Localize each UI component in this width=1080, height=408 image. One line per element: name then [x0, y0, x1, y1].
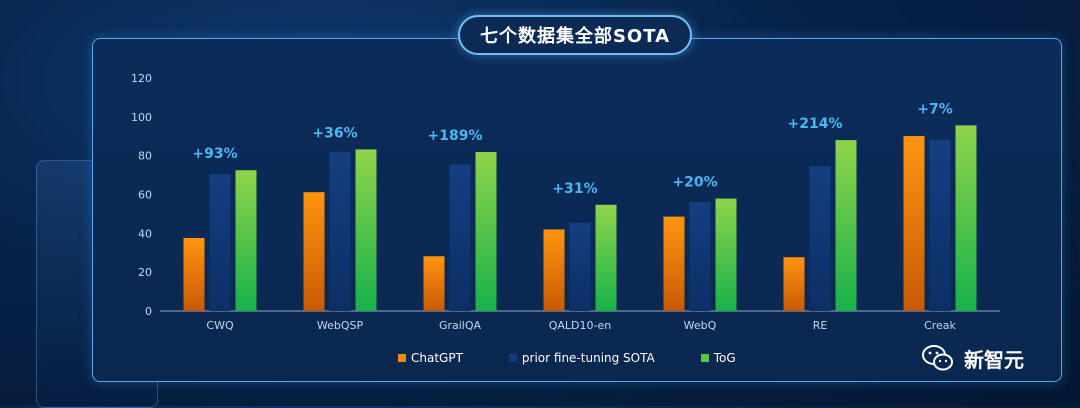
x-tick-label: GrailQA — [439, 319, 482, 332]
x-tick-label: RE — [813, 319, 828, 332]
bar-prior-sota — [329, 151, 351, 311]
legend-swatch-tog — [700, 354, 709, 362]
y-tick-label: 0 — [145, 305, 152, 318]
legend-item-tog: ToG — [700, 351, 736, 365]
bar-prior-sota — [689, 202, 711, 311]
bar-chatgpt — [903, 136, 925, 311]
x-tick-label: WebQSP — [317, 319, 364, 332]
improvement-annotation: +93% — [192, 146, 237, 162]
bar-chatgpt — [183, 237, 205, 311]
bar-chatgpt — [543, 229, 565, 311]
y-tick-label: 40 — [138, 227, 152, 240]
bar-tog — [595, 204, 617, 311]
legend-label-chatgpt: ChatGPT — [411, 351, 463, 365]
improvement-annotation: +189% — [428, 128, 483, 144]
legend-label-tog: ToG — [713, 351, 736, 365]
watermark-text: 新智元 — [964, 347, 1024, 372]
bar-tog — [955, 125, 977, 311]
legend-item-chatgpt: ChatGPT — [398, 351, 463, 365]
watermark: 新智元 — [920, 340, 1024, 376]
improvement-annotation: +214% — [788, 116, 843, 132]
improvement-annotation: +7% — [917, 101, 953, 117]
bar-prior-sota — [929, 139, 951, 311]
bar-prior-sota — [449, 164, 471, 311]
chart-legend: ChatGPT prior fine-tuning SOTA ToG — [398, 349, 782, 367]
x-tick-label: WebQ — [684, 319, 717, 332]
legend-label-prior-sota: prior fine-tuning SOTA — [521, 351, 655, 365]
bar-tog — [835, 140, 857, 311]
bar-tog — [715, 198, 737, 311]
bar-chatgpt — [663, 216, 685, 311]
x-tick-label: Creak — [924, 319, 956, 332]
improvement-annotation: +31% — [552, 181, 597, 197]
chart-title: 七个数据集全部SOTA — [458, 15, 692, 55]
bar-tog — [475, 151, 497, 311]
y-tick-label: 120 — [131, 72, 152, 85]
x-tick-label: QALD10-en — [549, 319, 612, 332]
bar-tog — [355, 149, 377, 311]
y-tick-label: 80 — [138, 150, 152, 163]
bar-chatgpt — [303, 192, 325, 311]
legend-swatch-chatgpt — [398, 354, 406, 362]
bar-chatgpt — [423, 256, 445, 311]
bar-chatgpt — [783, 257, 805, 311]
legend-item-prior-sota: prior fine-tuning SOTA — [508, 351, 655, 365]
improvement-annotation: +20% — [672, 175, 717, 191]
legend-swatch-prior-sota — [508, 354, 517, 362]
y-tick-label: 100 — [131, 111, 152, 124]
wechat-icon — [922, 345, 953, 371]
improvement-annotation: +36% — [312, 125, 357, 141]
y-tick-label: 20 — [138, 266, 152, 279]
x-tick-label: CWQ — [206, 319, 234, 332]
bar-prior-sota — [809, 166, 831, 311]
bar-tog — [235, 170, 257, 311]
y-tick-label: 60 — [138, 189, 152, 202]
bar-prior-sota — [569, 222, 591, 311]
bar-prior-sota — [209, 174, 231, 311]
